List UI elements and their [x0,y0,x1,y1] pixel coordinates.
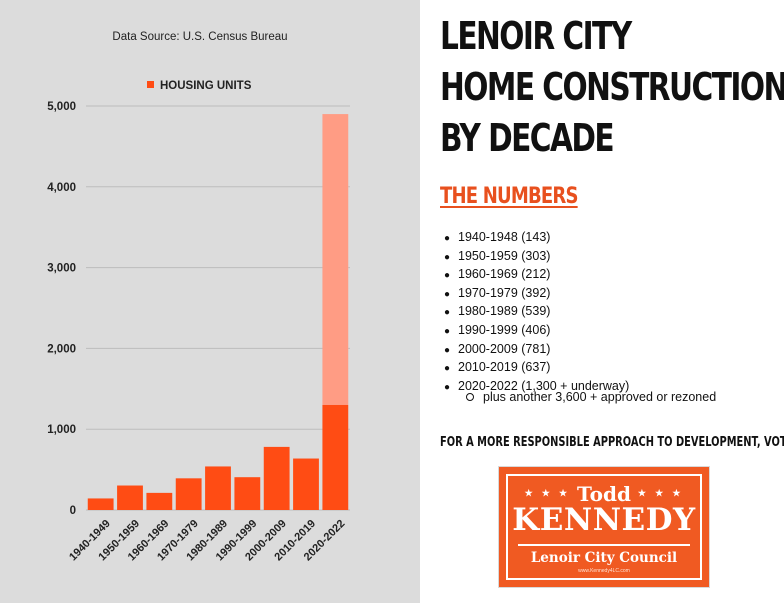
bar-additional [322,114,349,405]
legend-label: HOUSING UNITS [160,80,252,92]
sign-last-name: KENNEDY [512,502,696,538]
bar [87,498,114,510]
y-tick-label: 2,000 [47,343,76,355]
sign-first-name-row: ★ ★ ★ Todd ★ ★ ★ [508,482,700,506]
list-item: ● 1940-1948 (143) [444,230,551,244]
housing-units-chart: Data Source: U.S. Census Bureau HOUSING U… [47,31,350,563]
list-item: ● 1960-1969 (212) [444,267,551,282]
bar [146,492,173,510]
legend-swatch [147,81,154,88]
y-tick-label: 4,000 [47,182,76,194]
star-icon: ★ ★ ★ [524,488,571,499]
y-tick-label: 5,000 [47,101,76,113]
y-tick-label: 1,000 [47,424,76,436]
bar [293,458,319,510]
sign-border: ★ ★ ★ Todd ★ ★ ★ KENNEDY Lenoir City Cou… [506,474,702,580]
hollow-bullet-icon [466,392,474,401]
sign-first-name: Todd [577,482,631,506]
list-item: ● 1980-1989 (539) [444,304,551,319]
y-tick-label: 3,000 [47,263,76,275]
title-line-3: BY DECADE [440,116,615,160]
star-icon: ★ ★ ★ [637,488,684,499]
bar [263,446,290,510]
bar [117,485,143,510]
numbers-list: ● 1940-1948 (143) ● 1950-1959 (303) ● 1960-… [444,228,629,395]
numbers-heading: THE NUMBERS [440,184,578,209]
bar [175,478,202,510]
list-item: ● 1970-1979 (392) [444,285,551,300]
sign-url: www.Kennedy4LC.com [578,568,630,574]
chart-subtitle: Data Source: U.S. Census Bureau [112,31,287,43]
bar [322,404,349,510]
bar [205,466,231,510]
bar [234,477,261,510]
y-tick-label: 0 [70,505,76,517]
title-line-1: LENOIR CITY [440,14,632,58]
list-item: ● 2010-2019 (637) [444,360,551,375]
list-sub-item: plus another 3,600 + approved or rezoned [466,390,716,404]
list-item: ● 1950-1959 (303) [444,248,551,263]
campaign-sign-logo: ★ ★ ★ Todd ★ ★ ★ KENNEDY Lenoir City Cou… [499,467,709,587]
sign-divider [518,544,690,546]
sign-office: Lenoir City Council [530,550,678,566]
title-line-2: HOME CONSTRUCTION [440,65,784,109]
call-to-action: FOR A MORE RESPONSIBLE APPROACH TO DEVEL… [440,434,784,450]
list-item: ● 1990-1999 (406) [444,322,551,337]
info-panel: LENOIR CITY HOME CONSTRUCTION BY DECADE … [436,0,784,603]
list-item: ● 2020-2022 (1,300 + underway) [444,378,630,393]
chart-panel: Data Source: U.S. Census Bureau HOUSING U… [0,0,420,603]
list-item: ● 2000-2009 (781) [444,341,551,356]
